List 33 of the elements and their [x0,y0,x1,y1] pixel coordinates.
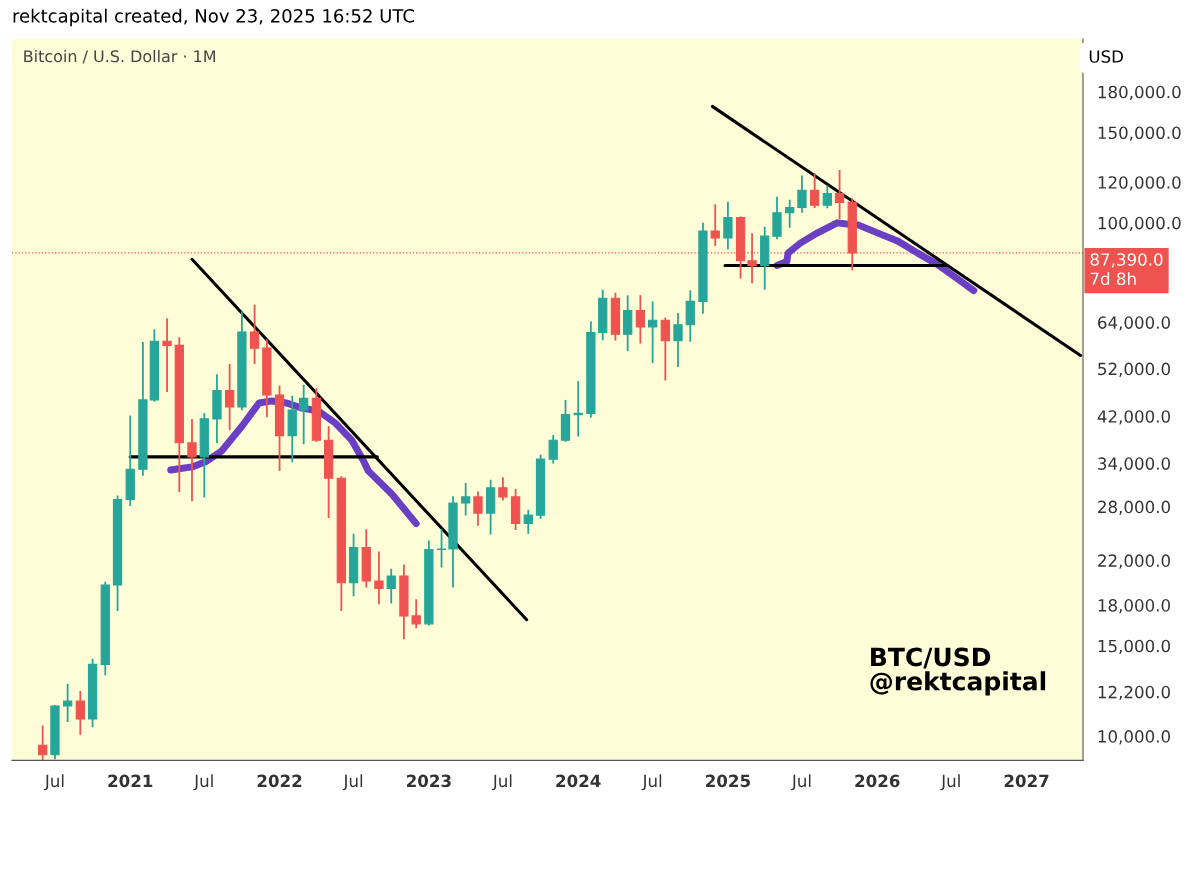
annotation: BTC/USD @rektcapital [870,647,1046,696]
x-tick-label: 2027 [1004,774,1049,788]
x-tick-label: Jul [641,774,662,791]
x-tick-label: 2021 [108,774,153,788]
ref-line-label: 87,390.0 7d 8h [1090,253,1163,286]
y-tick-label: 180,000.0 [1098,85,1181,101]
y-tick-label: 18,000.0 [1098,599,1170,614]
y-tick-label: 34,000.0 [1098,457,1170,472]
y-axis-title: USD [1089,50,1123,63]
x-tick-label: Jul [193,774,213,791]
text: rektcapital created, Nov 23, 2025 16:52 UTC [13,8,414,27]
y-tick-label: 22,000.0 [1098,554,1170,569]
x-tick-label: 2025 [706,774,750,788]
y-tick-label: 120,000.0 [1098,176,1181,191]
y-tick-label: 42,000.0 [1097,410,1170,425]
y-tick-label: 10,000.0 [1098,730,1170,745]
x-tick-label: Jul [342,774,363,791]
x-tick-label: Jul [491,774,512,791]
y-tick-label: 15,000.0 [1098,639,1170,655]
y-tick-label: 52,000.0 [1098,362,1170,377]
y-tick-label: 100,000.0 [1098,216,1181,232]
x-tick-label: 2022 [257,774,302,788]
x-tick-label: Jul [791,774,811,791]
x-tick-label: 2023 [406,774,451,788]
text: Bitcoin / U.S. Dollar · 1M [24,49,215,64]
x-tick-label: Jul [940,774,960,791]
y-tick-label: 64,000.0 [1098,316,1170,331]
x-tick-label: 2026 [855,774,900,788]
x-tick-label: Jul [44,774,64,791]
x-tick-label: 2024 [556,774,601,788]
y-tick-label: 150,000.0 [1098,126,1181,141]
y-tick-label: 12,200.0 [1098,685,1170,701]
y-tick-label: 28,000.0 [1098,500,1170,515]
